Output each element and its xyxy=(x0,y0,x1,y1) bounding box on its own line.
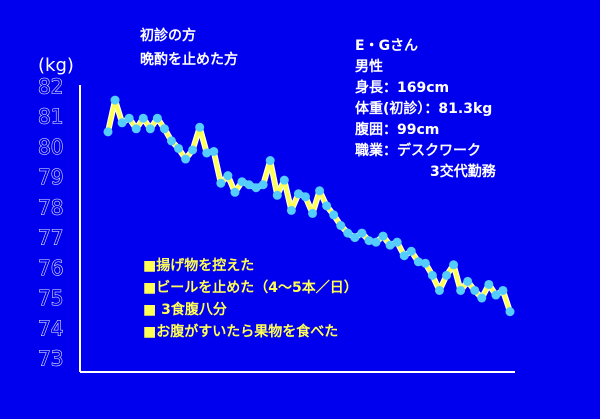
marker xyxy=(364,236,374,246)
marker xyxy=(484,279,494,289)
marker xyxy=(385,240,395,250)
marker xyxy=(491,290,501,300)
marker xyxy=(378,231,388,241)
profile-line: 腹囲：99cm xyxy=(355,121,439,138)
marker xyxy=(145,124,155,134)
marker xyxy=(427,270,437,280)
marker xyxy=(463,276,473,286)
marker xyxy=(209,146,219,156)
marker xyxy=(272,190,282,200)
marker xyxy=(202,148,212,158)
y-tick-label: 75 xyxy=(38,286,63,310)
marker xyxy=(152,113,162,123)
marker xyxy=(138,113,148,123)
marker xyxy=(442,270,452,280)
profile-line: E・Gさん xyxy=(355,38,418,54)
marker xyxy=(117,118,127,128)
marker xyxy=(251,183,261,193)
marker xyxy=(505,307,515,317)
marker xyxy=(420,258,430,268)
marker xyxy=(279,175,289,185)
marker xyxy=(230,187,240,197)
marker xyxy=(166,136,176,146)
marker xyxy=(322,201,332,211)
marker xyxy=(181,154,191,164)
marker xyxy=(244,180,254,190)
y-tick-label: 76 xyxy=(38,256,63,280)
marker xyxy=(237,177,247,187)
marker xyxy=(336,221,346,231)
marker xyxy=(159,124,169,134)
marker xyxy=(392,237,402,247)
note: ■ 3食腹八分 xyxy=(143,301,227,318)
marker xyxy=(399,251,409,261)
marker xyxy=(286,205,296,215)
marker xyxy=(293,189,303,199)
marker xyxy=(110,95,120,105)
profile-line: 職業：デスクワーク xyxy=(355,142,481,159)
marker xyxy=(357,228,367,238)
marker xyxy=(188,145,198,155)
marker xyxy=(258,180,268,190)
note: ■揚げ物を控えた xyxy=(143,257,254,274)
y-tick-label: 79 xyxy=(38,165,63,189)
y-tick-label: 73 xyxy=(38,347,63,371)
marker xyxy=(216,178,226,188)
y-tick-label: 78 xyxy=(38,195,63,219)
marker xyxy=(300,192,310,202)
title: 初診の方 xyxy=(140,27,196,44)
marker xyxy=(195,122,205,132)
marker xyxy=(406,246,416,256)
marker xyxy=(329,210,339,220)
profile-line: 男性 xyxy=(355,58,383,75)
marker xyxy=(498,285,508,295)
profile-line: 3交代勤務 xyxy=(430,163,497,180)
title: 晩酌を止めた方 xyxy=(140,51,238,68)
marker xyxy=(223,171,233,181)
marker xyxy=(456,285,466,295)
y-tick-label: 80 xyxy=(38,135,63,159)
y-tick-label: 77 xyxy=(38,226,63,250)
marker xyxy=(315,186,325,196)
marker xyxy=(371,237,381,247)
marker xyxy=(103,127,113,137)
y-tick-label: 81 xyxy=(38,105,63,129)
marker xyxy=(308,208,318,218)
line xyxy=(106,98,512,313)
marker xyxy=(470,285,480,295)
y-tick-label: 82 xyxy=(38,75,63,99)
note: ■お腹がすいたら果物を食べた xyxy=(143,323,338,340)
profile-line: 体重(初診）：81.3kg xyxy=(355,100,492,117)
notes: ■揚げ物を控えた ■ビールを止めた（4～5本／日） ■ 3食腹八分 ■お腹がすいたら果… xyxy=(143,257,358,340)
marker xyxy=(434,285,444,295)
marker xyxy=(449,260,459,270)
marker xyxy=(124,113,134,123)
marker xyxy=(477,293,487,303)
note: ■ビールを止めた（4～5本／日） xyxy=(143,279,358,296)
marker xyxy=(174,143,184,153)
profile-line: 身長：169cm xyxy=(355,79,449,96)
marker xyxy=(413,257,423,267)
marker xyxy=(350,233,360,243)
marker xyxy=(265,156,275,166)
marker xyxy=(343,228,353,238)
marker xyxy=(131,124,141,134)
y-axis-label: (kg) xyxy=(38,55,74,76)
y-tick-label: 74 xyxy=(38,316,63,340)
